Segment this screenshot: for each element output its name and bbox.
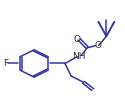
- Text: NH: NH: [72, 52, 86, 61]
- Text: F: F: [3, 59, 8, 68]
- Text: O: O: [74, 35, 81, 44]
- Text: O: O: [94, 41, 101, 50]
